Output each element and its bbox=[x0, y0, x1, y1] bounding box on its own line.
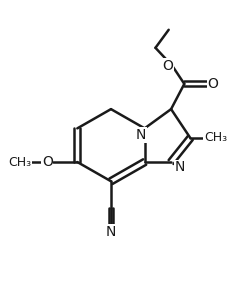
Text: N: N bbox=[174, 160, 185, 174]
Text: CH₃: CH₃ bbox=[8, 155, 31, 169]
Text: CH₃: CH₃ bbox=[204, 131, 227, 145]
Text: O: O bbox=[42, 155, 53, 169]
Text: N: N bbox=[136, 128, 146, 142]
Text: O: O bbox=[163, 59, 173, 73]
Text: N: N bbox=[106, 225, 116, 239]
Text: O: O bbox=[207, 77, 218, 91]
